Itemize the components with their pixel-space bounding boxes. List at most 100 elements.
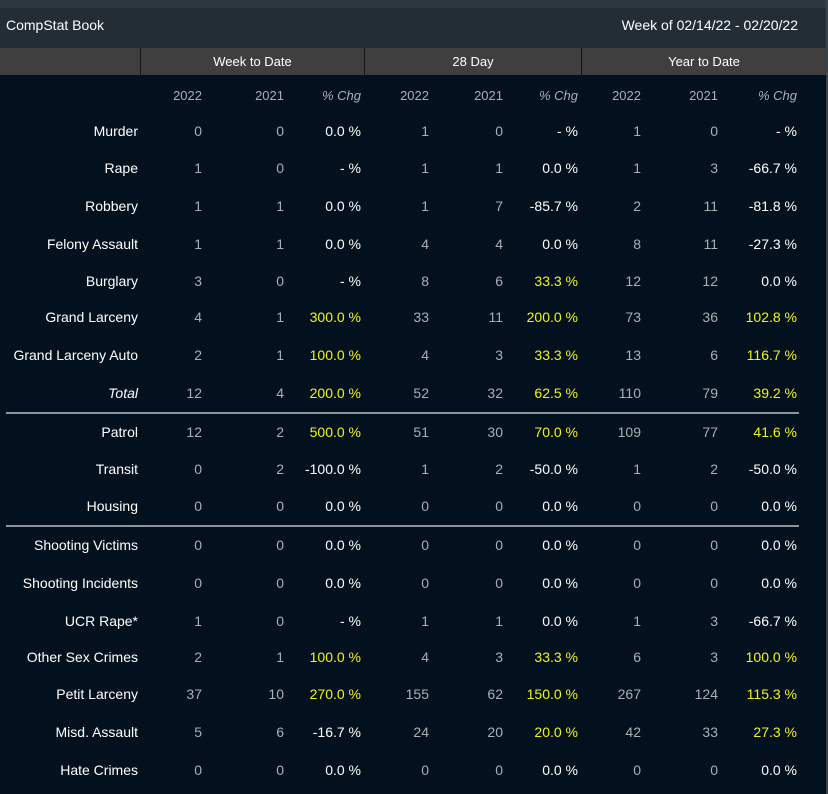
count-cell: 5	[194, 724, 202, 740]
pct-change-cell: 70.0 %	[534, 424, 578, 440]
count-cell: 4	[495, 236, 503, 252]
count-cell: 1	[633, 461, 641, 477]
count-cell: 37	[186, 686, 202, 702]
count-cell: 6	[495, 273, 503, 289]
row-label[interactable]: Housing	[86, 498, 138, 514]
table-row: Murder 0 0 0.0 % 1 0 - % 1 0 - %	[0, 113, 826, 150]
count-cell: 12	[702, 273, 718, 289]
pct-change-cell: 0.0 %	[325, 762, 361, 778]
row-label[interactable]: Total	[108, 385, 138, 401]
pct-change-cell: 500.0 %	[309, 424, 361, 440]
count-cell: 42	[625, 724, 641, 740]
count-cell: 0	[710, 762, 718, 778]
count-cell: 0	[276, 273, 284, 289]
row-label[interactable]: Petit Larceny	[56, 686, 138, 702]
pct-change-cell: 300.0 %	[309, 309, 361, 325]
column-header-pct-change[interactable]: % Chg	[321, 88, 361, 103]
column-header-pct-change[interactable]: % Chg	[757, 88, 797, 103]
count-cell: 2	[495, 461, 503, 477]
count-cell: 0	[276, 123, 284, 139]
pct-change-cell: 0.0 %	[761, 575, 797, 591]
count-cell: 4	[421, 236, 429, 252]
group-week-to-date[interactable]: Week to Date	[140, 48, 364, 75]
count-cell: 0	[194, 762, 202, 778]
column-header-year[interactable]: 2022	[173, 88, 202, 103]
row-label[interactable]: Misd. Assault	[55, 724, 138, 740]
pct-change-cell: 102.8 %	[745, 309, 797, 325]
row-label[interactable]: Felony Assault	[46, 236, 138, 252]
count-cell: 62	[487, 686, 503, 702]
pct-change-cell: 39.2 %	[753, 385, 797, 401]
count-cell: 1	[276, 347, 284, 363]
count-cell: 0	[421, 575, 429, 591]
pct-change-cell: 0.0 %	[542, 160, 578, 176]
count-cell: 8	[421, 273, 429, 289]
pct-change-cell: - %	[776, 123, 797, 139]
count-cell: 0	[495, 762, 503, 778]
column-header-year[interactable]: 2021	[255, 88, 284, 103]
count-cell: 51	[413, 424, 429, 440]
column-header-year[interactable]: 2021	[474, 88, 503, 103]
count-cell: 3	[194, 273, 202, 289]
row-label[interactable]: Shooting Incidents	[22, 575, 138, 591]
count-cell: 1	[276, 649, 284, 665]
row-label[interactable]: Burglary	[85, 273, 138, 289]
row-label[interactable]: Rape	[104, 160, 138, 176]
pct-change-cell: -81.8 %	[748, 198, 797, 214]
group-year-to-date[interactable]: Year to Date	[581, 48, 826, 75]
title-bar: CompStat Book Week of 02/14/22 - 02/20/2…	[0, 0, 826, 48]
count-cell: 2	[276, 461, 284, 477]
count-cell: 1	[633, 160, 641, 176]
count-cell: 6	[633, 649, 641, 665]
count-cell: 155	[405, 686, 429, 702]
pct-change-cell: 33.3 %	[534, 649, 578, 665]
pct-change-cell: -85.7 %	[529, 198, 578, 214]
count-cell: 0	[194, 498, 202, 514]
count-cell: 11	[703, 198, 718, 214]
column-header-year[interactable]: 2022	[612, 88, 641, 103]
count-cell: 267	[617, 686, 641, 702]
pct-change-cell: 0.0 %	[542, 762, 578, 778]
count-cell: 0	[276, 498, 284, 514]
count-cell: 20	[487, 724, 503, 740]
row-label[interactable]: Transit	[95, 461, 138, 477]
pct-change-cell: 270.0 %	[309, 686, 361, 702]
count-cell: 1	[495, 160, 503, 176]
pct-change-cell: 0.0 %	[761, 537, 797, 553]
count-cell: 0	[276, 613, 284, 629]
count-cell: 0	[421, 498, 429, 514]
pct-change-cell: 27.3 %	[753, 724, 797, 740]
group-28-day[interactable]: 28 Day	[364, 48, 581, 75]
column-header-pct-change[interactable]: % Chg	[538, 88, 578, 103]
count-cell: 12	[186, 385, 202, 401]
count-cell: 0	[495, 123, 503, 139]
table-row: Grand Larceny 4 1 300.0 % 33 11 200.0 % 73 36 102…	[0, 299, 826, 336]
count-cell: 12	[625, 273, 641, 289]
row-label[interactable]: Grand Larceny Auto	[13, 347, 138, 363]
pct-change-cell: -27.3 %	[748, 236, 797, 252]
count-cell: 79	[702, 385, 718, 401]
row-label[interactable]: Grand Larceny	[45, 309, 138, 325]
count-cell: 33	[413, 309, 429, 325]
row-label[interactable]: UCR Rape*	[64, 613, 138, 629]
count-cell: 1	[633, 613, 641, 629]
pct-change-cell: 33.3 %	[534, 347, 578, 363]
count-cell: 0	[276, 762, 284, 778]
column-header-year[interactable]: 2021	[689, 88, 718, 103]
row-label[interactable]: Patrol	[101, 424, 138, 440]
count-cell: 0	[194, 461, 202, 477]
table-row: Grand Larceny Auto 2 1 100.0 % 4 3 33.3 % 13 6 11…	[0, 337, 826, 374]
row-label[interactable]: Robbery	[85, 198, 138, 214]
table-row: Misd. Assault 5 6 -16.7 % 24 20 20.0 % 42 33 27.3…	[0, 714, 826, 751]
row-label[interactable]: Murder	[93, 123, 138, 139]
pct-change-cell: -66.7 %	[748, 613, 797, 629]
pct-change-cell: 0.0 %	[325, 498, 361, 514]
row-label[interactable]: Hate Crimes	[60, 762, 138, 778]
column-header-year[interactable]: 2022	[400, 88, 429, 103]
row-label[interactable]: Other Sex Crimes	[26, 649, 138, 665]
count-cell: 1	[495, 613, 503, 629]
pct-change-cell: 0.0 %	[761, 762, 797, 778]
count-cell: 0	[495, 498, 503, 514]
row-label[interactable]: Shooting Victims	[33, 537, 138, 553]
count-cell: 0	[710, 123, 718, 139]
